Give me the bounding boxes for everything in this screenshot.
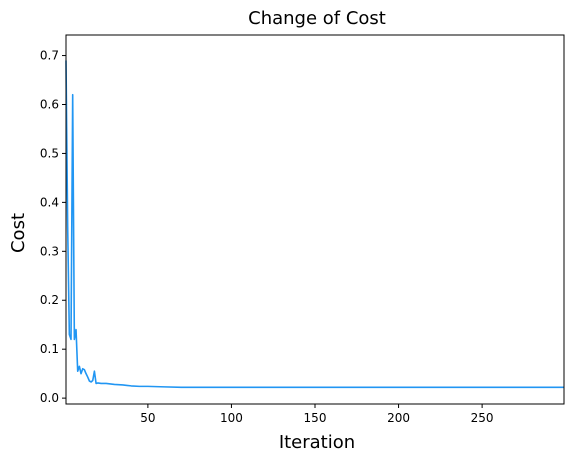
x-tick-label: 150 <box>304 411 327 425</box>
y-tick-label: 0.6 <box>40 97 59 111</box>
y-tick-label: 0.4 <box>40 195 59 209</box>
y-tick-label: 0.2 <box>40 293 59 307</box>
y-tick-label: 0.0 <box>40 391 59 405</box>
y-tick-label: 0.1 <box>40 342 59 356</box>
y-tick-label: 0.5 <box>40 146 59 160</box>
x-axis-label: Iteration <box>279 432 355 453</box>
y-axis-label: Cost <box>8 213 29 253</box>
y-tick-label: 0.3 <box>40 244 59 258</box>
y-tick-label: 0.7 <box>40 49 59 63</box>
x-tick-label: 50 <box>140 411 155 425</box>
plot-frame <box>65 34 565 405</box>
x-tick-label: 100 <box>220 411 243 425</box>
plot-area: 50 100 150 200 250 0.0 0.1 0.2 0.3 0.4 0.5 0.6 0.7 <box>40 34 565 425</box>
x-tick-label: 250 <box>471 411 494 425</box>
chart-title: Change of Cost <box>248 8 386 29</box>
x-tick-label: 200 <box>387 411 410 425</box>
series-line-0 <box>65 60 564 389</box>
